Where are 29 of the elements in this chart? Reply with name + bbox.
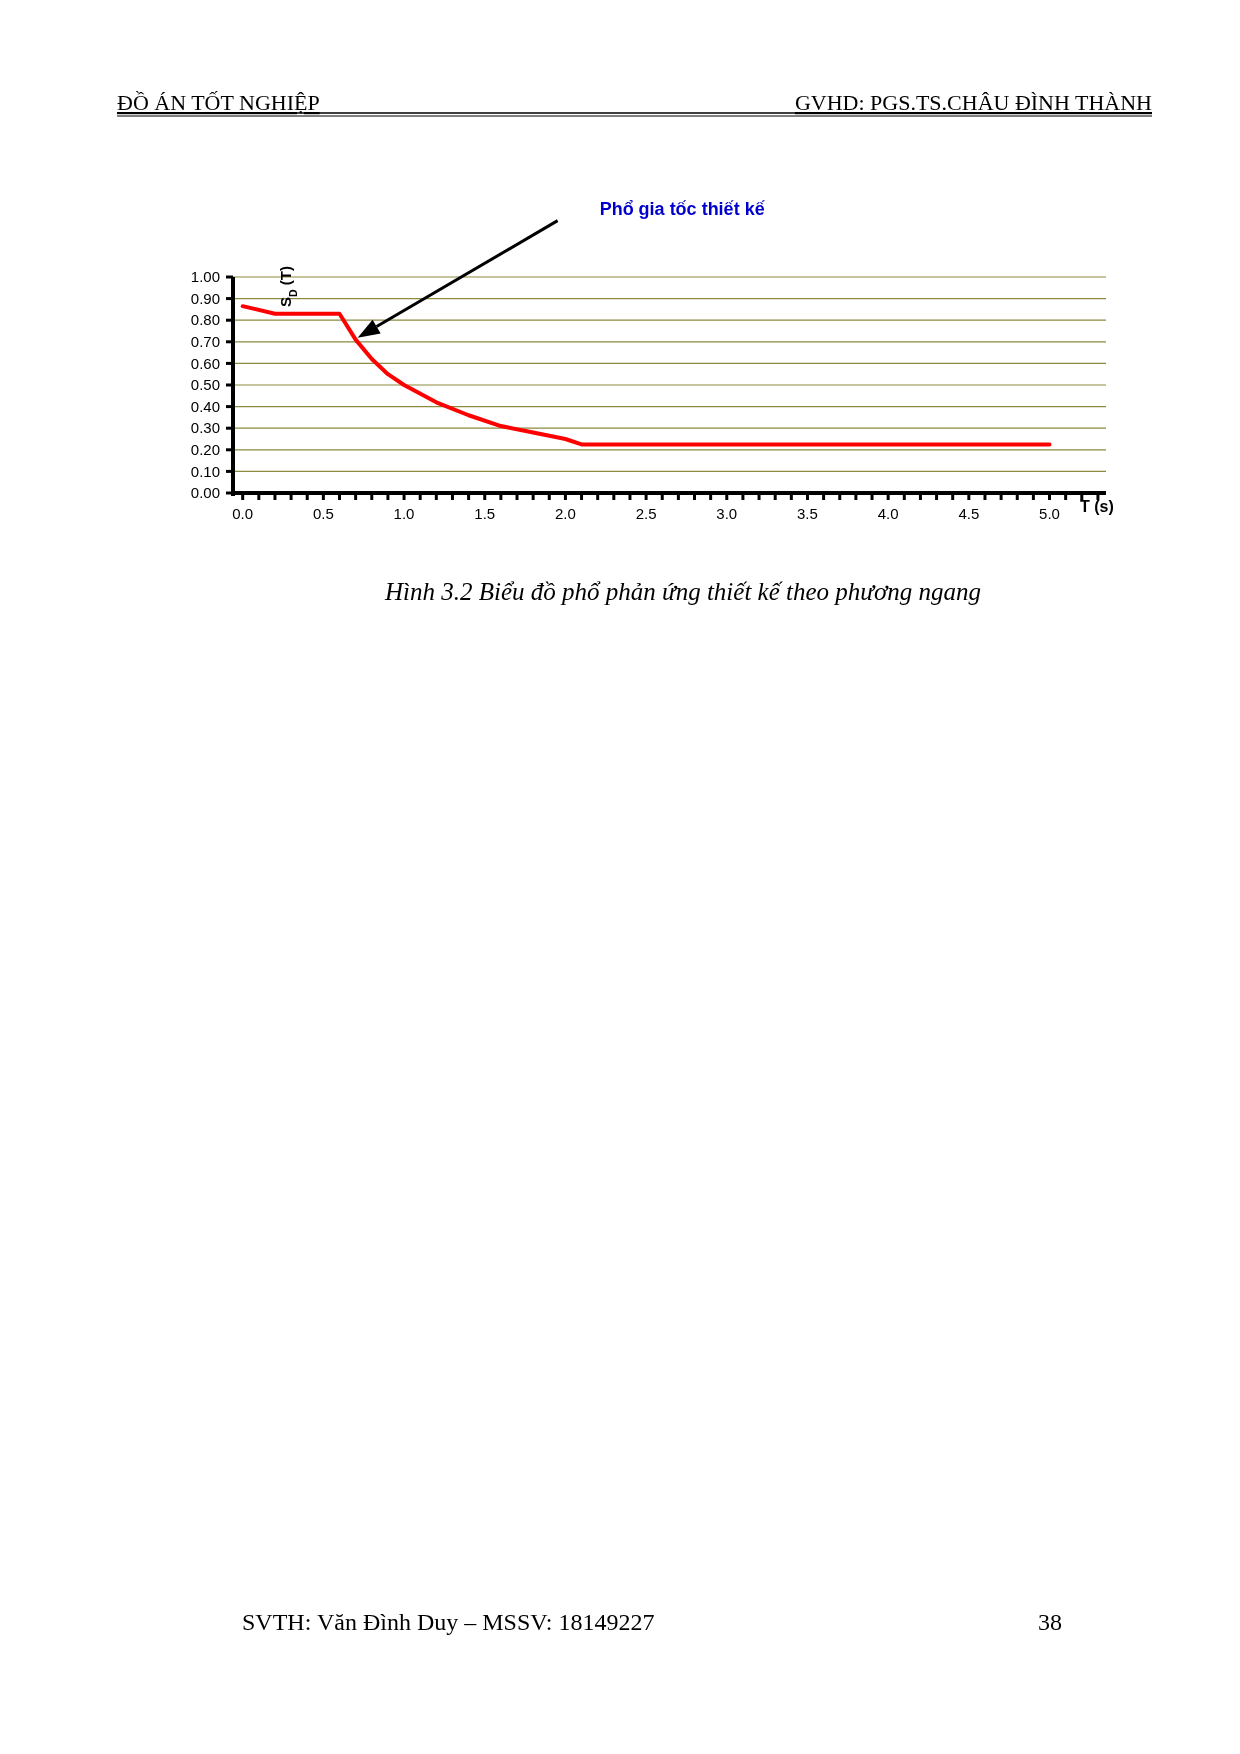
y-tick-label: 0.90 (190, 289, 220, 307)
y-tick-label: 0.10 (190, 462, 220, 480)
x-tick-label: 1.0 (393, 505, 415, 522)
y-tick-label: 0.20 (190, 441, 220, 459)
x-tick-label: 4.5 (958, 505, 980, 522)
x-axis-title: T (s) (1080, 498, 1114, 515)
text: ĐỒ ÁN TỐT NGHIỆP (117, 90, 320, 115)
text: SVTH: Văn Đình Duy – MSSV: 18149227 (242, 1609, 655, 1635)
x-tick-label: 2.5 (635, 505, 657, 522)
text: Phổ gia tốc thiết kế (599, 198, 766, 219)
y-tick-label: 0.80 (190, 311, 220, 329)
text: GVHD: PGS.TS.CHÂU ĐÌNH THÀNH (794, 90, 1153, 115)
x-tick-label: 1.5 (474, 505, 496, 522)
y-tick-label: 1.00 (190, 268, 220, 286)
y-tick-label: 0.30 (190, 419, 220, 437)
y-tick-label: 0.70 (190, 333, 220, 351)
x-tick-label: 0.5 (312, 505, 334, 522)
y-tick-label: 0.40 (190, 397, 220, 415)
text: Hình 3.2 Biểu đồ phổ phản ứng thiết kế theo phương ngang (383, 578, 982, 605)
x-tick-label: 0.0 (232, 505, 254, 522)
text: 38 (1038, 1609, 1062, 1635)
x-tick-label: 3.5 (797, 505, 818, 522)
x-tick-label: 5.0 (1039, 505, 1060, 522)
y-tick-label: 0.00 (190, 484, 220, 502)
x-tick-label: 3.0 (716, 505, 738, 522)
y-tick-label: 0.50 (190, 376, 220, 394)
x-tick-label: 4.0 (877, 505, 899, 522)
y-tick-label: 0.60 (190, 354, 220, 372)
x-tick-label: 2.0 (554, 505, 576, 522)
